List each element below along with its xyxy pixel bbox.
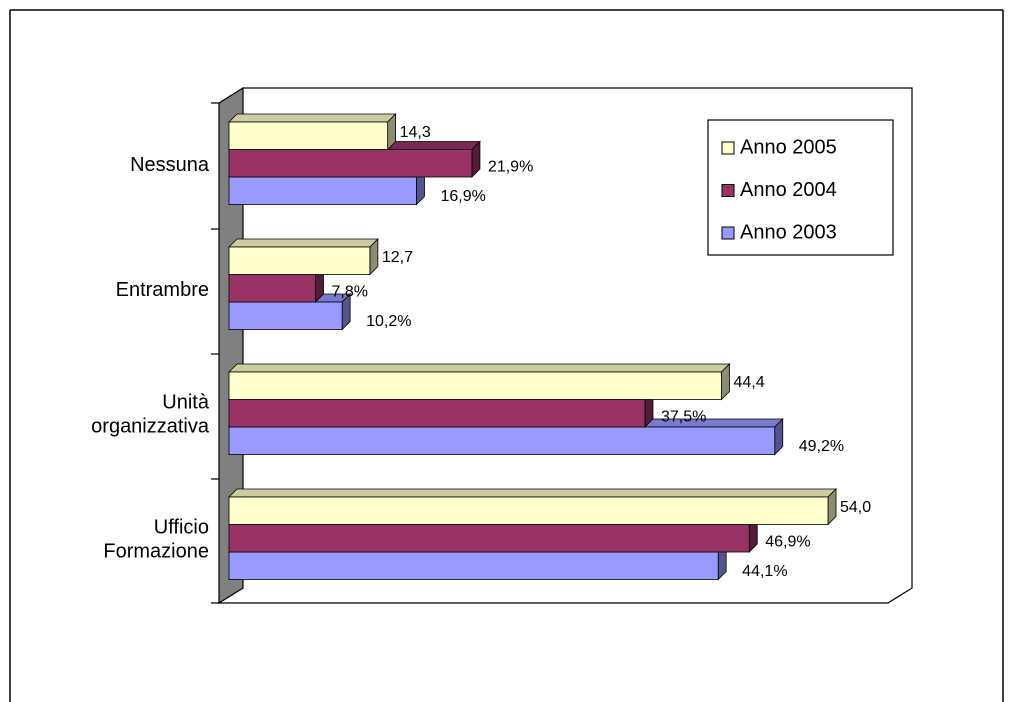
data-label: 44,1% (742, 563, 787, 580)
frame (9, 9, 1004, 702)
data-label: 14,3 (400, 124, 431, 141)
bar-front (228, 371, 722, 400)
y-tick-label: Nessuna (130, 154, 210, 176)
y-tick-label: Entrambre (116, 279, 209, 301)
legend-label: Anno 2004 (740, 179, 837, 201)
label-line: Ufficio (154, 517, 209, 539)
bar-front (228, 426, 776, 455)
bar-top (228, 488, 837, 498)
data-label: 46,9% (765, 533, 810, 550)
bar-top (228, 363, 731, 373)
bar (228, 238, 379, 276)
bar-front (228, 149, 473, 178)
bar-front (228, 121, 389, 150)
bar-front (228, 496, 829, 525)
y-tick-label: Ufficio Formazione (103, 517, 209, 563)
legend-swatch (721, 184, 735, 197)
bar-front (228, 399, 646, 428)
data-label: 21,9% (488, 158, 533, 175)
bar-front (228, 301, 343, 330)
bar-front (228, 176, 417, 205)
data-label: 49,2% (799, 438, 844, 455)
legend-swatch (721, 226, 735, 240)
plot-walls (211, 86, 913, 605)
bar-front (228, 551, 719, 580)
legend-swatch (721, 141, 735, 155)
legend-box (707, 119, 894, 256)
legend-label: Anno 2005 (740, 136, 837, 158)
data-label: 54,0 (840, 499, 871, 516)
data-label: 12,7 (382, 249, 413, 266)
label-line: Formazione (103, 541, 209, 563)
bar-front (228, 524, 750, 553)
legend: Anno 2005 Anno 2004 Anno 2003 (721, 136, 837, 243)
data-label: 7,8% (332, 283, 368, 300)
bars (228, 113, 837, 581)
legend-label: Anno 2003 (740, 221, 837, 243)
data-label: 10,2% (366, 313, 411, 330)
bar (228, 488, 837, 526)
label-line: Unità (162, 392, 210, 414)
data-label: 37,5% (661, 408, 706, 425)
bar-front (228, 246, 371, 275)
bar-top (228, 238, 379, 248)
bar-top (228, 113, 397, 123)
bar (228, 363, 731, 401)
data-label: 16,9% (440, 188, 485, 205)
y-tick-label: Unità organizzativa (91, 392, 210, 438)
bar (228, 113, 397, 151)
data-label: 44,4 (734, 374, 765, 391)
bar-front (228, 274, 316, 303)
label-line: organizzativa (91, 416, 210, 438)
